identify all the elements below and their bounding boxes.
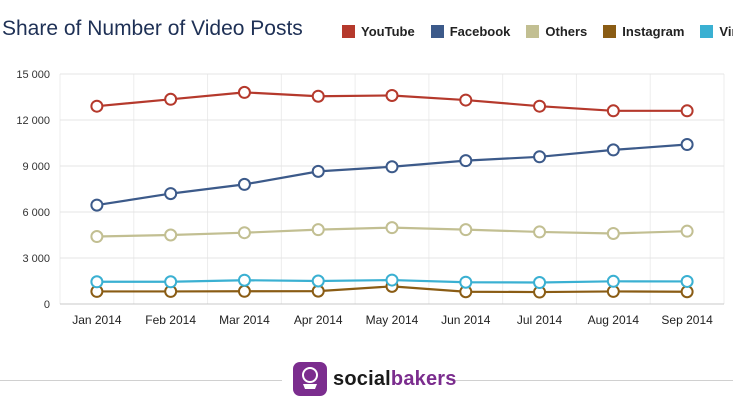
data-point-youtube xyxy=(311,89,325,103)
data-point-youtube xyxy=(533,99,547,113)
data-point-youtube xyxy=(164,92,178,106)
data-point-facebook xyxy=(385,160,399,174)
data-point-vimeo xyxy=(680,274,694,288)
legend-item-youtube: YouTube xyxy=(342,24,415,39)
brand-footer: socialbakers xyxy=(293,362,457,396)
brand-prefix: social xyxy=(333,367,391,390)
x-tick-label: Mar 2014 xyxy=(219,313,270,327)
x-tick-label: Feb 2014 xyxy=(145,313,196,327)
footer-divider-right xyxy=(452,380,733,381)
y-tick-label: 12 000 xyxy=(16,115,50,127)
data-point-facebook xyxy=(606,143,620,157)
legend-swatch xyxy=(430,25,444,38)
data-point-others xyxy=(533,225,547,239)
data-point-facebook xyxy=(164,187,178,201)
data-point-vimeo xyxy=(459,275,473,289)
legend-item-facebook: Facebook xyxy=(430,24,511,39)
legend-swatch xyxy=(526,25,540,38)
x-tick-label: Sep 2014 xyxy=(661,313,713,327)
data-point-vimeo xyxy=(533,276,547,290)
y-tick-label: 6 000 xyxy=(22,207,50,219)
series-line-facebook xyxy=(96,143,688,207)
y-tick-label: 9 000 xyxy=(22,161,50,173)
footer-divider-left xyxy=(0,380,282,381)
y-tick-label: 15 000 xyxy=(16,69,50,81)
data-point-vimeo xyxy=(311,274,325,288)
data-point-youtube xyxy=(385,88,399,102)
x-tick-label: Jun 2014 xyxy=(441,313,491,327)
data-point-facebook xyxy=(237,177,251,191)
legend-item-instagram: Instagram xyxy=(603,24,684,39)
x-tick-label: Aug 2014 xyxy=(588,313,640,327)
y-tick-label: 0 xyxy=(44,299,50,311)
data-point-others xyxy=(237,226,251,240)
data-point-facebook xyxy=(90,198,104,212)
x-tick-label: Jan 2014 xyxy=(72,313,122,327)
legend-swatch xyxy=(342,25,355,38)
data-point-vimeo xyxy=(237,273,251,287)
chart-title: Share of Number of Video Posts xyxy=(2,17,303,40)
x-tick-label: Apr 2014 xyxy=(294,313,343,327)
brand-name: socialbakers xyxy=(333,368,457,391)
legend-label: Facebook xyxy=(449,24,511,39)
legend-label: Instagram xyxy=(622,24,685,39)
legend-label: Others xyxy=(545,24,588,39)
x-tick-label: May 2014 xyxy=(366,313,419,327)
data-point-vimeo xyxy=(385,273,399,287)
data-point-youtube xyxy=(90,99,104,113)
data-point-vimeo xyxy=(606,274,620,288)
data-point-others xyxy=(606,226,620,240)
chart-legend: YouTube Facebook Others Instagram Vimeo xyxy=(342,24,733,39)
data-point-facebook xyxy=(680,138,694,152)
legend-label: Vimeo xyxy=(719,24,733,39)
x-tick-label: Jul 2014 xyxy=(517,313,563,327)
data-point-others xyxy=(385,221,399,235)
legend-swatch xyxy=(700,25,714,38)
data-point-facebook xyxy=(311,164,325,178)
data-point-youtube xyxy=(680,104,694,118)
data-point-others xyxy=(680,224,694,238)
data-point-facebook xyxy=(459,154,473,168)
data-point-vimeo xyxy=(164,275,178,289)
data-point-others xyxy=(459,223,473,237)
data-point-instagram xyxy=(237,284,251,298)
y-tick-label: 3 000 xyxy=(22,253,50,265)
legend-item-others: Others xyxy=(526,24,587,39)
legend-swatch xyxy=(603,25,617,38)
brand-suffix: bakers xyxy=(390,367,457,390)
socialbakers-logo-icon xyxy=(293,362,327,396)
data-point-others xyxy=(90,230,104,244)
data-point-vimeo xyxy=(90,275,104,289)
data-point-facebook xyxy=(533,150,547,164)
data-point-others xyxy=(164,228,178,242)
data-point-youtube xyxy=(606,104,620,118)
line-chart: 0 3 000 6 000 9 000 12 000 15 000 Jan 2014 Feb … xyxy=(16,69,725,327)
data-point-youtube xyxy=(237,85,251,99)
data-point-others xyxy=(311,223,325,237)
data-point-youtube xyxy=(459,93,473,107)
legend-item-vimeo: Vimeo xyxy=(700,24,733,39)
legend-label: YouTube xyxy=(361,24,415,39)
